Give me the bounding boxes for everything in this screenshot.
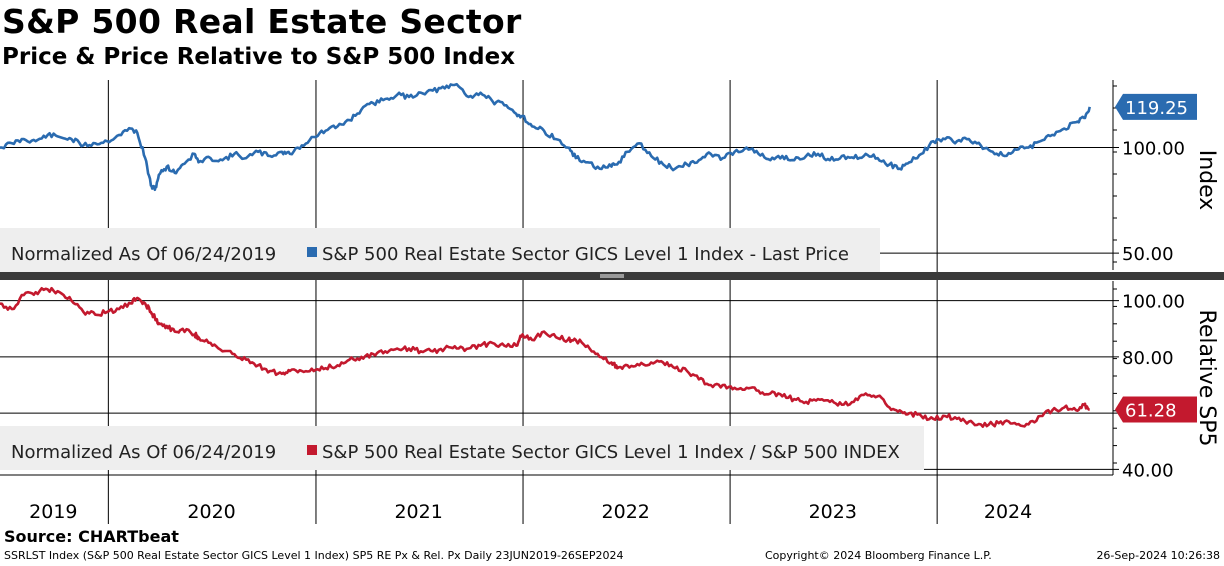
bottom-last-value-label: 61.28 xyxy=(1125,401,1177,422)
panel-separator-handle xyxy=(600,274,624,278)
top-last-value-label: 119.25 xyxy=(1125,98,1188,119)
x-tick-label: 2019 xyxy=(29,501,77,523)
bottom-last-value-background xyxy=(1115,396,1197,423)
top-y-tick-label: 100.00 xyxy=(1122,139,1185,160)
top-y-axis-title: Index xyxy=(1194,150,1219,211)
bottom-series-line xyxy=(0,286,1091,428)
top-series-line xyxy=(0,82,1091,192)
x-tick-label: 2024 xyxy=(984,501,1032,523)
bottom-legend-swatch xyxy=(307,445,317,455)
x-tick-label: 2022 xyxy=(602,501,650,523)
source-label: Source: CHARTbeat xyxy=(4,527,179,546)
x-tick-label: 2020 xyxy=(187,501,235,523)
top-legend-swatch xyxy=(307,247,317,257)
bottom-y-tick-label: 80.00 xyxy=(1122,348,1174,369)
top-legend-box xyxy=(0,228,880,272)
top-legend-label: S&P 500 Real Estate Sector GICS Level 1 … xyxy=(322,244,849,265)
footer-description: SSRLST Index (S&P 500 Real Estate Sector… xyxy=(4,549,624,562)
top-last-value-tag: 119.25 xyxy=(1115,93,1197,120)
bottom-y-axis-title: Relative SP5 xyxy=(1194,310,1219,447)
chart-subtitle: Price & Price Relative to S&P 500 Index xyxy=(2,44,516,70)
bottom-legend-label: S&P 500 Real Estate Sector GICS Level 1 … xyxy=(322,442,900,463)
footer-timestamp: 26-Sep-2024 10:26:38 xyxy=(1096,549,1220,562)
chart-title: S&P 500 Real Estate Sector xyxy=(2,2,522,41)
x-tick-label: 2021 xyxy=(394,501,442,523)
bottom-legend-box xyxy=(0,426,924,470)
chart-area: 50.00 100.00 40.00 80.00 100.00 Normalized As… xyxy=(0,80,1224,524)
x-tick-label: 2023 xyxy=(809,501,857,523)
top-last-value-background xyxy=(1115,93,1197,120)
top-y-tick-label: 50.00 xyxy=(1122,244,1174,265)
bottom-last-value-tag: 61.28 xyxy=(1115,396,1197,423)
bottom-legend-note: Normalized As Of 06/24/2019 xyxy=(11,442,276,463)
top-legend-note: Normalized As Of 06/24/2019 xyxy=(11,244,276,265)
bottom-y-tick-label: 100.00 xyxy=(1122,292,1185,313)
bottom-y-tick-label: 40.00 xyxy=(1122,460,1174,481)
footer-copyright: Copyright© 2024 Bloomberg Finance L.P. xyxy=(765,549,992,562)
